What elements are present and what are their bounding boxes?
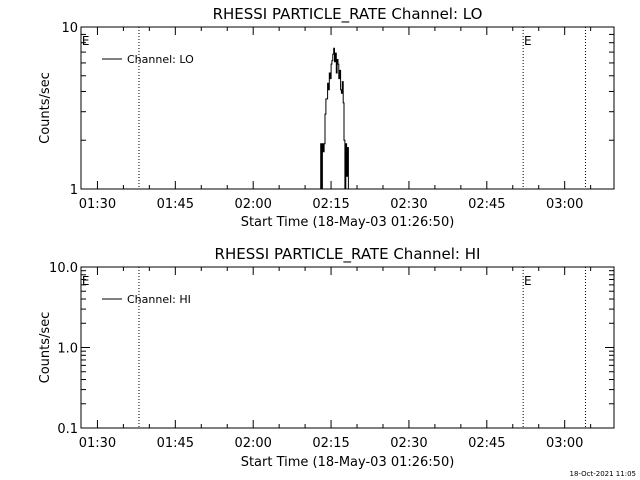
x-tick-label: 01:30	[79, 197, 116, 212]
footer-timestamp: 18-Oct-2021 11:05	[570, 470, 636, 478]
y-axis-label: Counts/sec	[38, 72, 53, 144]
x-tick-label: 03:00	[546, 436, 583, 451]
x-tick-label: 01:45	[157, 436, 194, 451]
x-tick-label: 02:00	[234, 436, 271, 451]
y-tick-label: 0.1	[57, 422, 78, 437]
x-axis-label: Start Time (18-May-03 01:26:50)	[241, 455, 455, 470]
x-tick-label: 02:15	[312, 197, 349, 212]
x-tick-label: 02:30	[390, 436, 427, 451]
x-tick-label: 02:15	[312, 436, 349, 451]
x-tick-label: 02:30	[390, 197, 427, 212]
x-axis-label: Start Time (18-May-03 01:26:50)	[241, 215, 455, 230]
plot-frame	[80, 266, 615, 429]
hi-channel-panel: RHESSI PARTICLE_RATE Channel: HI Start Ti…	[38, 245, 615, 470]
legend-label: Channel: LO	[127, 53, 194, 66]
chart-title: RHESSI PARTICLE_RATE Channel: HI	[215, 245, 481, 264]
x-tick-label: 03:00	[546, 197, 583, 212]
x-tick-label: 01:45	[157, 197, 194, 212]
y-axis-label: Counts/sec	[38, 312, 53, 384]
x-tick-label: 02:45	[468, 197, 505, 212]
y-tick-label: 10.0	[49, 261, 78, 276]
legend-label: Channel: HI	[127, 293, 191, 306]
y-tick-label: 1.0	[57, 342, 78, 357]
y-tick-label: 1	[70, 183, 78, 198]
x-tick-label: 02:00	[234, 197, 271, 212]
plot-frame	[80, 26, 615, 190]
series-line-channel-lo	[318, 47, 350, 190]
chart-title: RHESSI PARTICLE_RATE Channel: LO	[213, 5, 483, 24]
flag-label: E	[524, 274, 532, 288]
flag-label: E	[82, 274, 90, 288]
x-tick-label: 02:45	[468, 436, 505, 451]
flag-label: E	[82, 34, 90, 48]
flag-label: E	[524, 34, 532, 48]
y-tick-label: 10	[61, 21, 78, 36]
x-tick-label: 01:30	[79, 436, 116, 451]
lo-channel-panel: RHESSI PARTICLE_RATE Channel: LO Start Ti…	[38, 5, 615, 230]
